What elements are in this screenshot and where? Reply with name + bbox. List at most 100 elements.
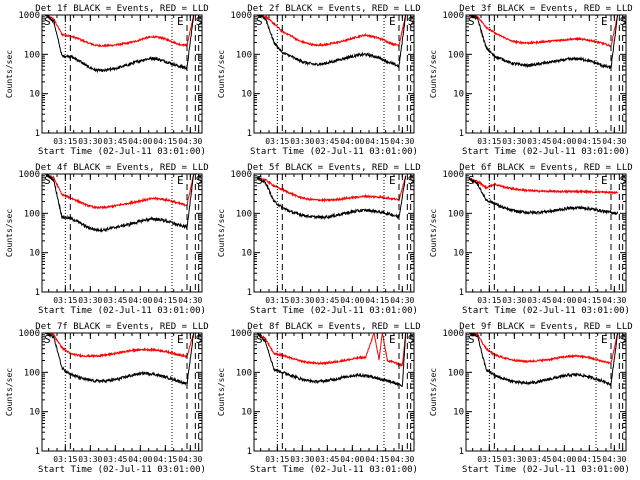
marker-end: E xyxy=(601,174,608,187)
plot-frame xyxy=(41,332,203,452)
marker-second-start: S xyxy=(408,174,415,187)
y-axis-label: Counts/sec xyxy=(5,209,14,257)
x-tick-label: 04:15 xyxy=(577,296,601,305)
panel-title: Det 9f BLACK = Events, RED = LLD xyxy=(459,322,632,332)
x-tick-label: 03:45 xyxy=(103,455,127,464)
x-tick-label: 03:45 xyxy=(103,296,127,305)
x-tick-label: 04:30 xyxy=(390,137,414,146)
series-events-line xyxy=(45,174,195,233)
x-axis-label: Start Time (02-Jul-11 03:01:00) xyxy=(462,147,630,157)
marker-second-start: S xyxy=(620,333,627,346)
marker-start: S xyxy=(44,15,51,28)
series-lld-line xyxy=(468,333,619,366)
y-tick-label: 1 xyxy=(459,129,464,139)
y-tick-label: 100 xyxy=(236,209,252,219)
y-tick-label: 100 xyxy=(236,50,252,60)
plot-frame xyxy=(253,332,415,452)
plot-frame xyxy=(253,173,415,293)
x-axis-label: Start Time (02-Jul-11 03:01:00) xyxy=(462,306,630,316)
panel-title: Det 2f BLACK = Events, RED = LLD xyxy=(247,4,420,14)
x-tick-label: 04:00 xyxy=(340,137,364,146)
x-tick-label: 04:30 xyxy=(178,137,202,146)
marker-end: E xyxy=(601,15,608,28)
y-tick-label: 10 xyxy=(241,249,252,259)
series-lld-line xyxy=(256,175,407,203)
series-lld-line xyxy=(468,177,619,196)
x-tick-label: 03:15 xyxy=(265,296,289,305)
marker-second-start: S xyxy=(620,15,627,28)
marker-second-start: S xyxy=(196,174,203,187)
x-tick-label: 03:30 xyxy=(290,296,314,305)
x-tick-label: 03:45 xyxy=(315,137,339,146)
marker-second-start: S xyxy=(620,174,627,187)
y-axis-label: Counts/sec xyxy=(5,368,14,416)
x-tick-label: 03:15 xyxy=(53,137,77,146)
x-tick-label: 04:30 xyxy=(178,296,202,305)
plot-area xyxy=(468,177,619,216)
y-axis-label: Counts/sec xyxy=(217,368,226,416)
marker-end: E xyxy=(177,174,184,187)
y-tick-label: 100 xyxy=(448,368,464,378)
x-tick-label: 03:30 xyxy=(78,296,102,305)
marker-start: S xyxy=(468,15,475,28)
y-tick-label: 100 xyxy=(24,368,40,378)
series-lld-line xyxy=(44,333,195,359)
x-tick-label: 04:15 xyxy=(577,455,601,464)
y-axis-label: Counts/sec xyxy=(217,209,226,257)
marker-start: S xyxy=(44,174,51,187)
marker-second-start: S xyxy=(408,333,415,346)
x-tick-label: 04:30 xyxy=(602,137,626,146)
y-tick-label: 1000 xyxy=(18,170,40,180)
y-axis-label: Counts/sec xyxy=(429,368,438,416)
y-tick-label: 1 xyxy=(247,129,252,139)
plot-area xyxy=(256,175,407,221)
x-tick-label: 04:00 xyxy=(128,455,152,464)
x-tick-label: 03:30 xyxy=(78,455,102,464)
series-events-line xyxy=(45,333,195,386)
x-tick-label: 03:45 xyxy=(315,455,339,464)
plot-area xyxy=(256,15,407,68)
plot-area xyxy=(44,333,195,386)
x-tick-label: 03:15 xyxy=(265,137,289,146)
x-tick-label: 03:15 xyxy=(477,455,501,464)
y-tick-label: 1 xyxy=(35,129,40,139)
y-tick-label: 1000 xyxy=(230,11,252,21)
x-tick-label: 04:30 xyxy=(602,455,626,464)
plot-frame xyxy=(41,173,203,293)
marker-end: E xyxy=(177,333,184,346)
y-tick-label: 1000 xyxy=(230,329,252,339)
panel-7: Det 7f BLACK = Events, RED = LLD 1 10 100 10… xyxy=(5,322,209,475)
x-tick-label: 04:15 xyxy=(153,455,177,464)
panel-title: Det 5f BLACK = Events, RED = LLD xyxy=(247,163,420,173)
marker-second-start: S xyxy=(196,333,203,346)
x-axis-label: Start Time (02-Jul-11 03:01:00) xyxy=(250,306,418,316)
panel-2: Det 2f BLACK = Events, RED = LLD 1 10 100 10… xyxy=(217,4,421,157)
y-tick-label: 100 xyxy=(448,209,464,219)
y-tick-label: 1000 xyxy=(442,170,464,180)
marker-end: E xyxy=(601,333,608,346)
x-tick-label: 04:00 xyxy=(340,296,364,305)
x-tick-label: 03:30 xyxy=(78,137,102,146)
marker-start: S xyxy=(256,15,263,28)
panel-6: Det 6f BLACK = Events, RED = LLD 1 10 100 10… xyxy=(429,163,633,316)
x-tick-label: 03:45 xyxy=(527,137,551,146)
y-tick-label: 1 xyxy=(247,447,252,457)
x-tick-label: 04:30 xyxy=(390,455,414,464)
y-tick-label: 10 xyxy=(29,249,40,259)
series-events-line xyxy=(45,15,195,74)
y-tick-label: 10 xyxy=(241,90,252,100)
marker-second-start: S xyxy=(408,15,415,28)
panel-title: Det 3f BLACK = Events, RED = LLD xyxy=(459,4,632,14)
plot-area xyxy=(468,333,619,387)
series-events-line xyxy=(256,333,407,387)
series-events-line xyxy=(468,177,619,216)
x-tick-label: 03:15 xyxy=(477,296,501,305)
x-tick-label: 03:45 xyxy=(315,296,339,305)
y-tick-label: 1 xyxy=(459,447,464,457)
y-tick-label: 1000 xyxy=(18,11,40,21)
x-tick-label: 04:00 xyxy=(128,137,152,146)
panel-1: Det 1f BLACK = Events, RED = LLD 1 10 100 10… xyxy=(5,4,209,157)
panel-4: Det 4f BLACK = Events, RED = LLD 1 10 100 10… xyxy=(5,163,209,316)
y-axis-label: Counts/sec xyxy=(217,50,226,98)
